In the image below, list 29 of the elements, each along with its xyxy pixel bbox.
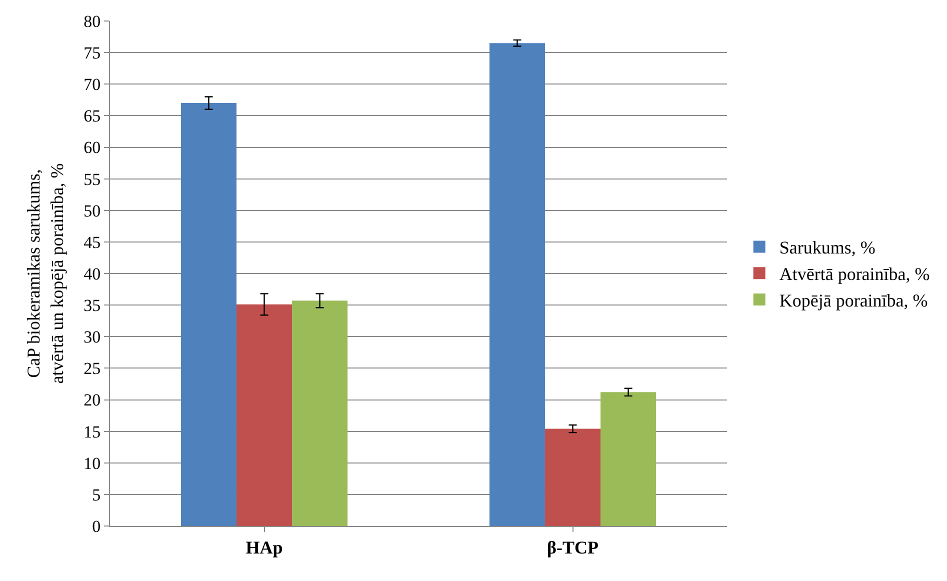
y-tick-label: 60 — [84, 138, 101, 158]
y-tick-label: 80 — [84, 12, 101, 31]
y-tick-label: 20 — [84, 390, 101, 410]
y-tick-label: 5 — [92, 485, 101, 504]
y-tick-label: 15 — [84, 422, 101, 442]
bar — [236, 304, 292, 526]
legend-label: Sarukums, % — [779, 238, 876, 258]
legend-label: Kopējā porainība, % — [779, 290, 928, 311]
y-tick-label: 0 — [92, 516, 101, 536]
y-tick-label: 70 — [84, 75, 101, 94]
legend-label: Atvērtā porainība, % — [779, 264, 930, 284]
y-tick-label: 65 — [84, 106, 101, 126]
bar — [292, 300, 348, 526]
bar — [489, 43, 545, 526]
x-tick-label: β-TCP — [547, 538, 598, 558]
y-tick-label: 40 — [84, 264, 101, 284]
x-tick-label: HAp — [246, 538, 283, 558]
bar — [544, 428, 601, 526]
y-tick-label: 25 — [84, 359, 101, 378]
y-tick-label: 50 — [84, 201, 101, 220]
bar — [180, 103, 236, 526]
y-tick-label: 75 — [84, 44, 101, 63]
y-tick-label: 30 — [84, 328, 101, 347]
y-axis-title: CaP biokeramikas sarukums, atvērtā un kopējā porainība, % — [23, 163, 67, 384]
bar — [600, 392, 656, 526]
y-tick-label: 55 — [84, 170, 101, 189]
y-tick-label: 10 — [84, 454, 101, 473]
y-tick-label: 45 — [84, 232, 101, 252]
y-tick-label: 35 — [84, 296, 101, 316]
